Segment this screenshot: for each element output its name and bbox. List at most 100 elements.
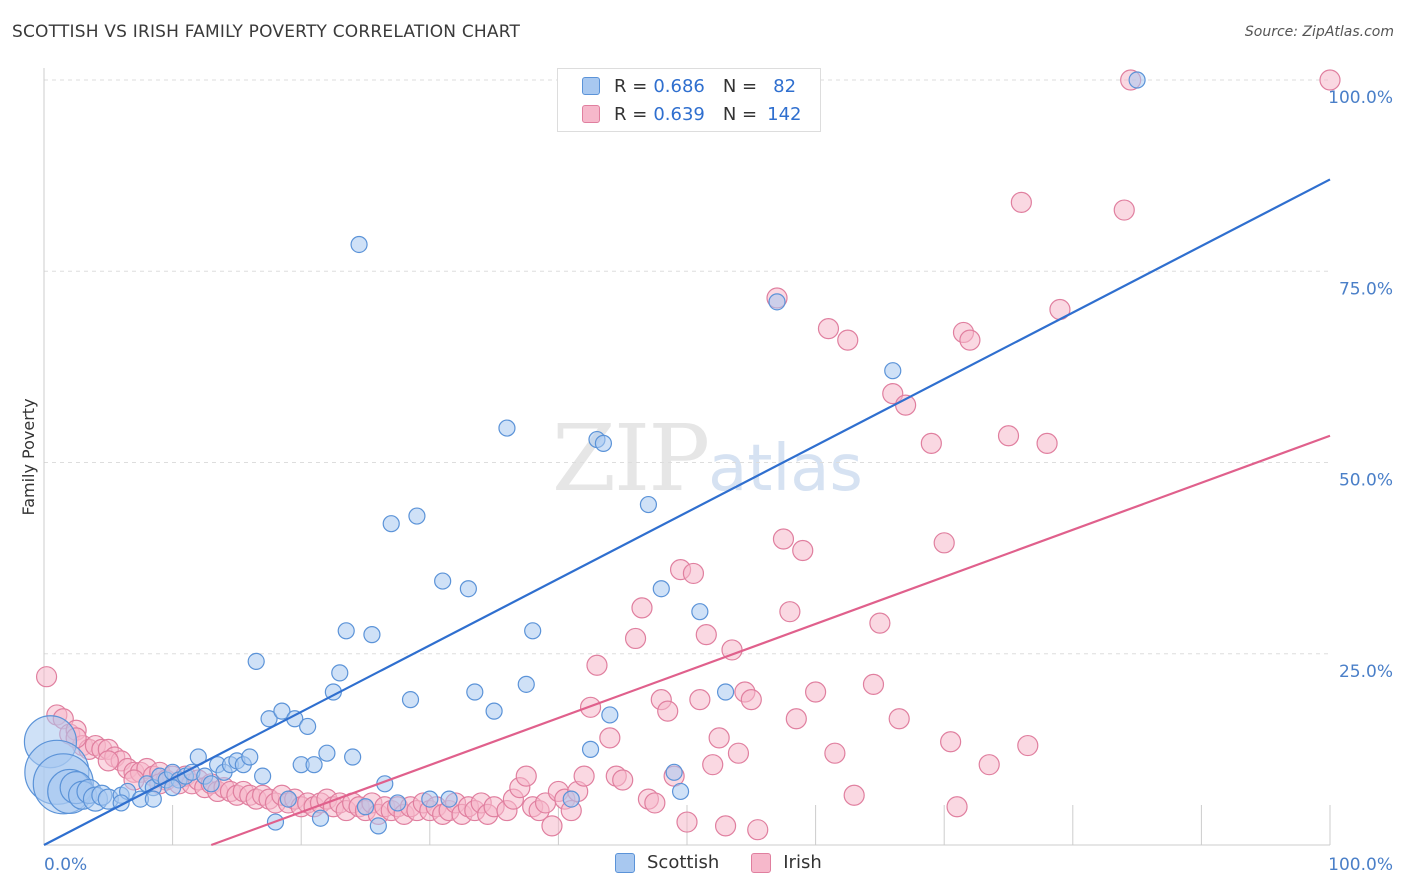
scottish-point	[671, 782, 690, 801]
y-axis-title: Family Poverty	[19, 398, 38, 515]
scottish-point	[440, 790, 458, 808]
irish-point	[695, 624, 717, 646]
legend-n-value: 82	[773, 75, 797, 97]
irish-point	[97, 750, 119, 772]
scottish-point	[318, 744, 336, 762]
irish-point	[573, 765, 595, 787]
irish-point	[804, 681, 827, 703]
y-tick-label: 50.0%	[1339, 471, 1393, 491]
x-tick-label: 100.0%	[1328, 855, 1393, 875]
legend-row-scottish: R = 0.686 N = 82	[582, 75, 796, 97]
scottish-point	[344, 748, 362, 766]
irish-point	[1010, 191, 1032, 213]
scottish-point	[369, 817, 387, 835]
irish-point	[35, 666, 58, 688]
scottish-point	[241, 748, 259, 766]
legend-r-label: R =	[614, 75, 648, 97]
axes	[43, 68, 1331, 846]
scottish-point	[144, 790, 162, 808]
irish-point	[933, 532, 955, 554]
legend-r-label: R =	[614, 103, 648, 125]
irish-swatch	[751, 852, 772, 873]
scottish-point	[434, 572, 452, 590]
x-tick-label: 0.0%	[44, 855, 87, 875]
y-tick-label: 75.0%	[1339, 279, 1393, 299]
scottish-point	[498, 419, 516, 437]
scottish-point	[581, 740, 600, 758]
irish-point	[676, 811, 698, 833]
irish-point	[586, 654, 608, 676]
irish-point	[978, 754, 1000, 776]
scottish-point	[716, 683, 735, 701]
irish-point	[785, 708, 807, 730]
scottish-point	[485, 702, 503, 720]
watermark-atlas: atlas	[708, 432, 863, 506]
irish-point	[946, 796, 968, 818]
scottish-point	[260, 710, 278, 728]
irish-swatch	[582, 105, 600, 123]
irish-point	[631, 597, 653, 619]
irish-point	[682, 562, 705, 585]
scottish-point	[466, 683, 484, 701]
scottish-point	[884, 362, 902, 380]
chart-title: SCOTTISH VS IRISH FAMILY POVERTY CORRELA…	[12, 22, 521, 42]
scottish-point	[305, 756, 323, 774]
irish-point	[920, 432, 942, 454]
tick-labels: 25.0% 50.0% 75.0% 100.0% 0.0% 100.0% Family Po…	[19, 88, 1393, 875]
irish-point	[644, 792, 666, 814]
irish-point	[772, 528, 795, 550]
irish-point	[624, 627, 647, 650]
irish-point	[843, 784, 865, 806]
legend-row-irish: R = 0.639 N = 142	[582, 103, 801, 125]
watermark-zip: ZIP	[552, 405, 710, 512]
scottish-point	[311, 809, 330, 827]
scottish-point	[691, 603, 709, 621]
stats-legend: R = 0.686 N = 82 R = 0.639 N = 142	[557, 68, 821, 132]
source-label: Source: ZipAtlas.com	[1244, 24, 1394, 40]
legend-label-scottish: Scottish	[647, 852, 720, 873]
irish-point	[940, 731, 962, 753]
scottish-point	[382, 515, 400, 533]
irish-point	[714, 815, 737, 837]
irish-point	[1113, 199, 1135, 221]
scottish-point	[389, 794, 407, 812]
scottish-point	[639, 495, 658, 514]
irish-point	[702, 754, 724, 776]
scottish-point	[768, 293, 786, 311]
irish-point	[599, 727, 621, 749]
scottish-point	[652, 580, 670, 598]
irish-point	[657, 700, 679, 722]
series-legend: Scottish Irish	[615, 852, 854, 873]
scottish-trend-line	[43, 178, 1331, 846]
legend-item-irish[interactable]: Irish	[751, 852, 822, 873]
scottish-swatch	[615, 852, 635, 873]
irish-point	[689, 689, 711, 711]
scottish-point	[601, 706, 619, 724]
scottish-series	[23, 71, 1146, 835]
irish-point	[869, 612, 891, 634]
scottish-point	[1128, 71, 1146, 89]
irish-point	[837, 329, 859, 351]
irish-point	[792, 539, 814, 562]
irish-point	[997, 425, 1020, 447]
y-tick-label: 100.0%	[1328, 88, 1393, 108]
legend-n-label: N =	[722, 103, 758, 125]
scottish-point	[331, 664, 349, 682]
scottish-point	[401, 691, 420, 709]
scottish-point	[273, 702, 291, 720]
irish-point	[740, 689, 762, 711]
scottish-point	[254, 767, 272, 785]
scottish-point	[421, 790, 439, 808]
legend-label-irish: Irish	[783, 852, 822, 873]
scottish-point	[247, 652, 265, 671]
trend-lines	[43, 178, 1331, 847]
irish-point	[1036, 432, 1058, 454]
irish-point	[708, 727, 730, 749]
irish-point	[862, 673, 885, 695]
irish-point	[727, 742, 750, 764]
legend-item-scottish[interactable]: Scottish	[615, 852, 719, 873]
scottish-point	[356, 798, 375, 816]
irish-point	[959, 329, 981, 351]
irish-point	[612, 769, 634, 791]
